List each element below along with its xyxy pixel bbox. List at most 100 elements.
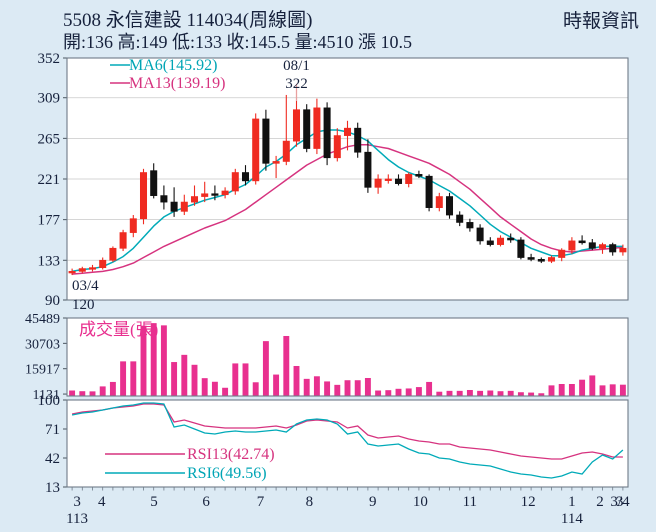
candlestick (517, 237, 525, 260)
candlestick (333, 128, 341, 162)
source-label: 時報資訊 (562, 11, 639, 32)
volume-panel: 1131 15917 30703 45489 成交量(張) (25, 312, 629, 403)
candlestick (150, 163, 158, 199)
volume-y-tick: 30703 (25, 337, 60, 352)
price-y-tick: 177 (38, 213, 61, 229)
candlestick (456, 211, 464, 227)
candlestick (139, 168, 148, 225)
x-axis-tick: 6 (202, 494, 210, 510)
rsi-y-tick: 100 (38, 393, 61, 409)
x-axis-tick: 3 (73, 494, 81, 510)
candlestick (537, 257, 545, 264)
candlestick (425, 174, 433, 212)
candlestick (343, 120, 352, 151)
volume-bar (436, 391, 443, 396)
candlestick (211, 185, 219, 201)
candlestick (282, 94, 290, 166)
volume-bar (568, 383, 575, 396)
volume-bar (609, 384, 616, 396)
volume-bar (201, 378, 208, 396)
peak-annotation-date: 08/1 (283, 58, 310, 74)
candlestick (394, 174, 403, 186)
rsi-y-tick: 13 (45, 480, 60, 496)
volume-bar (140, 325, 147, 396)
candlestick (231, 168, 239, 195)
candlestick (201, 181, 209, 203)
volume-bar (579, 379, 586, 396)
volume-bar (538, 393, 545, 396)
x-axis-tick: 5 (150, 494, 158, 510)
rsi-y-tick: 71 (45, 422, 60, 438)
volume-bar (456, 390, 463, 396)
volume-bar (599, 385, 606, 396)
volume-bar (262, 341, 269, 396)
candlestick (252, 113, 260, 185)
candlestick (568, 237, 576, 254)
candlestick (588, 239, 596, 251)
volume-bar (79, 391, 86, 396)
volume-bar (222, 387, 229, 396)
x-axis-tick: 9 (369, 494, 377, 510)
x-axis-tick: 8 (306, 494, 314, 510)
volume-bar (191, 364, 198, 396)
volume-bar (619, 384, 626, 396)
candlestick (129, 215, 137, 238)
volume-bar (487, 390, 494, 396)
quote-summary-line: 開:136 高:149 低:133 收:145.5 量:4510 漲 10.5 (63, 32, 413, 52)
trough-annotation-value: 120 (72, 297, 95, 313)
peak-annotation-value: 322 (285, 76, 308, 92)
candlestick (68, 268, 76, 276)
candlestick (619, 244, 627, 256)
candlestick (415, 170, 423, 179)
volume-bar (385, 390, 392, 396)
volume-bar (528, 392, 535, 396)
candlestick (272, 155, 280, 179)
x-axis-tick: 3 (616, 494, 624, 510)
volume-bar (160, 325, 167, 396)
rsi-y-tick: 42 (45, 451, 60, 467)
volume-bar (446, 390, 453, 396)
rsi-panel: 13 42 71 100 RSI13(42.74) RSI6(49.56) (38, 393, 629, 496)
volume-bar (324, 381, 331, 396)
volume-y-tick: 1131 (33, 388, 60, 403)
price-y-tick: 309 (38, 91, 61, 107)
candlestick (88, 264, 97, 272)
volume-bar (130, 361, 137, 396)
candlestick (445, 192, 454, 219)
candlestick (527, 253, 535, 262)
volume-bar (415, 387, 422, 396)
volume-bar (232, 363, 239, 396)
volume-bar (69, 390, 76, 396)
trough-annotation-date: 03/4 (72, 278, 99, 294)
volume-bar (242, 363, 249, 396)
volume-bar (517, 392, 524, 396)
x-axis-tick: 7 (257, 494, 265, 510)
candlestick (262, 109, 270, 171)
volume-bar (395, 388, 402, 396)
rsi-legend-label: RSI13(42.74) (187, 446, 275, 463)
page-title: 5508 永信建設 114034(周線圖) (63, 10, 313, 31)
price-y-tick: 133 (38, 253, 61, 269)
volume-bar (109, 381, 116, 396)
volume-bar (344, 380, 351, 396)
volume-bar (283, 335, 290, 396)
volume-bar (507, 390, 514, 396)
volume-bar (548, 385, 555, 396)
x-axis-tick: 11 (463, 494, 477, 510)
candlestick (180, 194, 188, 216)
x-axis-year-label: 113 (66, 511, 88, 527)
candlestick (170, 187, 178, 217)
candlestick (384, 174, 392, 184)
volume-bar (181, 354, 188, 396)
price-panel: 90 133 177 221 265 309 352 MA6(145.92)MA13(139.… (38, 51, 629, 313)
x-axis-year-label: 114 (561, 511, 583, 527)
volume-bar (497, 391, 504, 396)
volume-bar (171, 362, 178, 396)
candlestick (507, 233, 515, 243)
volume-bar (252, 382, 259, 396)
rsi-legend-label: RSI6(49.56) (187, 465, 267, 482)
x-axis-tick: 2 (596, 494, 604, 510)
candlestick (241, 165, 250, 186)
